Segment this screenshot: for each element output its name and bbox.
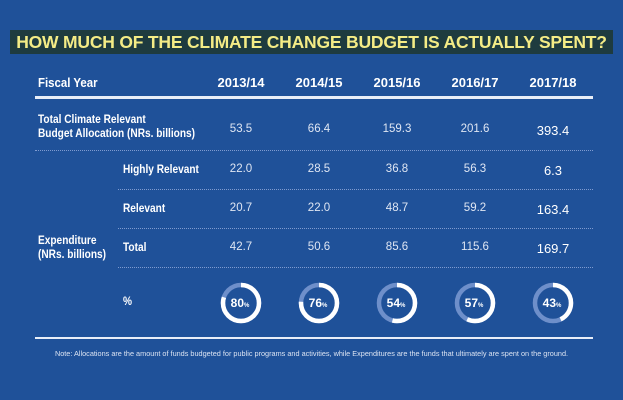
expenditure-value: 163.4: [536, 202, 570, 217]
percent-donut: 76%: [298, 282, 340, 324]
expenditure-value: 48.7: [385, 202, 409, 214]
percent-donut: 43%: [532, 282, 574, 324]
donut-fill: [454, 282, 496, 324]
allocation-value: 159.3: [382, 123, 412, 135]
expenditure-value: 56.3: [463, 163, 487, 175]
expenditure-label-line1: Expenditure: [38, 235, 97, 247]
percent-value: 43%: [543, 296, 562, 310]
percent-value: 54%: [387, 296, 406, 310]
donut-fill: [220, 282, 262, 324]
donut-fill: [298, 282, 340, 324]
year-header: 2017/18: [529, 75, 577, 90]
donut-fill: [532, 282, 574, 324]
expenditure-value: 42.7: [229, 241, 253, 253]
expenditure-value: 22.0: [307, 202, 331, 214]
expenditure-value: 6.3: [543, 163, 563, 178]
expenditure-value: 169.7: [536, 241, 570, 256]
allocation-label-line2: Budget Allocation (NRs. billions): [38, 128, 196, 140]
chart-title: HOW MUCH OF THE CLIMATE CHANGE BUDGET IS…: [0, 30, 623, 54]
row-divider: [35, 150, 593, 151]
expenditure-row-label: Highly Relevant: [123, 164, 199, 176]
bottom-divider: [35, 337, 593, 339]
row-divider: [118, 267, 593, 268]
percent-donut: 80%: [220, 282, 262, 324]
footnote: Note: Allocations are the amount of fund…: [54, 349, 569, 358]
row-divider: [118, 189, 593, 190]
allocation-value: 393.4: [536, 123, 570, 138]
percent-value: 76%: [309, 296, 328, 310]
expenditure-value: 50.6: [307, 241, 331, 253]
expenditure-label-line2: (NRs. billions): [38, 249, 107, 261]
expenditure-row-label: Total: [123, 242, 147, 254]
expenditure-value: 20.7: [229, 202, 253, 214]
expenditure-row-label: Relevant: [123, 203, 166, 215]
row-divider: [118, 228, 593, 229]
donut-fill: [376, 282, 418, 324]
expenditure-label: Expenditure (NRs. billions): [38, 234, 106, 262]
expenditure-value: 22.0: [229, 163, 253, 175]
allocation-value: 201.6: [460, 123, 490, 135]
allocation-value: 66.4: [307, 123, 331, 135]
expenditure-value: 36.8: [385, 163, 409, 175]
expenditure-value: 28.5: [307, 163, 331, 175]
expenditure-value: 59.2: [463, 202, 487, 214]
expenditure-value: 85.6: [385, 241, 409, 253]
percent-label: %: [123, 296, 133, 308]
percent-donut: 57%: [454, 282, 496, 324]
header-fiscal-year: Fiscal Year: [38, 75, 98, 90]
expenditure-value: 115.6: [461, 241, 489, 253]
allocation-value: 53.5: [229, 123, 253, 135]
percent-value: 57%: [465, 296, 484, 310]
percent-value: 80%: [231, 296, 250, 310]
allocation-label: Total Climate Relevant Budget Allocation…: [38, 113, 195, 141]
year-header: 2013/14: [217, 75, 265, 90]
allocation-label-line1: Total Climate Relevant: [38, 114, 146, 126]
year-header: 2015/16: [373, 75, 421, 90]
year-header: 2016/17: [451, 75, 499, 90]
title-text: HOW MUCH OF THE CLIMATE CHANGE BUDGET IS…: [10, 30, 613, 54]
year-header: 2014/15: [295, 75, 343, 90]
percent-donut: 54%: [376, 282, 418, 324]
header-divider: [35, 96, 593, 99]
